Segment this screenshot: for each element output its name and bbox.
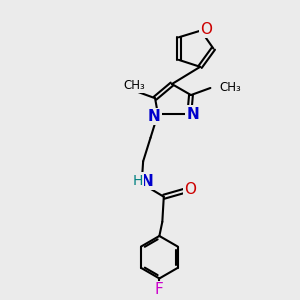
Text: O: O: [200, 22, 212, 37]
Text: O: O: [184, 182, 196, 197]
Text: CH₃: CH₃: [219, 82, 241, 94]
Text: N: N: [187, 107, 199, 122]
Text: N: N: [148, 109, 161, 124]
Text: H: H: [133, 174, 143, 188]
Text: F: F: [155, 282, 164, 297]
Text: CH₃: CH₃: [123, 79, 145, 92]
Text: N: N: [141, 174, 153, 189]
